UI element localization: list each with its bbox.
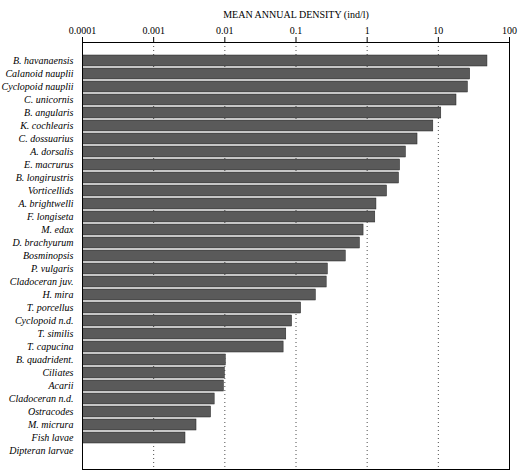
svg-text:T. similis: T. similis [38,328,74,339]
svg-text:Cyclopoid nauplii: Cyclopoid nauplii [2,81,74,92]
svg-text:0.001: 0.001 [142,25,165,36]
svg-text:E. macrurus: E. macrurus [23,159,74,170]
svg-text:100: 100 [502,25,517,36]
svg-text:B. havanaensis: B. havanaensis [13,55,74,66]
svg-text:C. dossuarius: C. dossuarius [18,133,73,144]
svg-text:10: 10 [433,25,443,36]
svg-text:T. capucina: T. capucina [27,341,73,352]
svg-text:F. longiseta: F. longiseta [26,211,73,222]
svg-text:Cyclopoid n.d.: Cyclopoid n.d. [15,315,74,326]
svg-text:H. mira: H. mira [41,289,73,300]
svg-text:Acarii: Acarii [48,380,74,391]
svg-text:Ciliates: Ciliates [42,367,73,378]
svg-text:Bosminopsis: Bosminopsis [23,250,74,261]
svg-text:C. unicornis: C. unicornis [24,94,74,105]
svg-text:B. longirustris: B. longirustris [16,172,74,183]
svg-text:Cladoceran juv.: Cladoceran juv. [10,276,74,287]
svg-text:K. cochlearis: K. cochlearis [19,120,73,131]
svg-text:Ostracodes: Ostracodes [28,406,74,417]
svg-text:B. quadrident.: B. quadrident. [16,354,74,365]
svg-text:B. angularis: B. angularis [24,107,74,118]
svg-text:Fish lavae: Fish lavae [31,432,74,443]
svg-text:M. edax: M. edax [40,224,74,235]
svg-text:P. vulgaris: P. vulgaris [30,263,74,274]
svg-text:Calanoid nauplii: Calanoid nauplii [5,68,73,79]
svg-text:0.1: 0.1 [290,25,303,36]
svg-text:1: 1 [365,25,370,36]
svg-text:MEAN ANNUAL DENSITY (ind/l): MEAN ANNUAL DENSITY (ind/l) [223,9,369,21]
svg-text:Cladoceran n.d.: Cladoceran n.d. [9,393,74,404]
svg-text:A. dorsalis: A. dorsalis [29,146,73,157]
svg-text:Dipteran larvae: Dipteran larvae [8,445,74,456]
svg-text:Vorticellids: Vorticellids [28,185,74,196]
svg-text:A. brightwelli: A. brightwelli [18,198,74,209]
svg-text:T. porcellus: T. porcellus [27,302,74,313]
svg-text:D. brachyurum: D. brachyurum [11,237,73,248]
svg-text:0.01: 0.01 [216,25,234,36]
svg-text:M. micrura: M. micrura [27,419,74,430]
svg-text:0.0001: 0.0001 [69,25,97,36]
